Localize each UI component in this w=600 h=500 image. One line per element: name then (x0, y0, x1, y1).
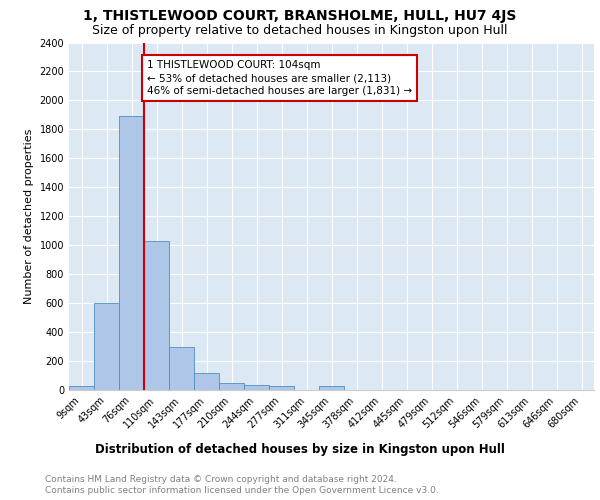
Text: 1, THISTLEWOOD COURT, BRANSHOLME, HULL, HU7 4JS: 1, THISTLEWOOD COURT, BRANSHOLME, HULL, … (83, 9, 517, 23)
Bar (169, 348, 194, 390)
Bar (319, 386, 344, 390)
Text: Contains HM Land Registry data © Crown copyright and database right 2024.: Contains HM Land Registry data © Crown c… (45, 475, 397, 484)
Bar (119, 116, 144, 390)
Y-axis label: Number of detached properties: Number of detached properties (24, 128, 34, 304)
Text: 1 THISTLEWOOD COURT: 104sqm
← 53% of detached houses are smaller (2,113)
46% of : 1 THISTLEWOOD COURT: 104sqm ← 53% of det… (147, 60, 412, 96)
Bar (144, 241, 169, 390)
Bar (219, 383, 244, 390)
Text: Distribution of detached houses by size in Kingston upon Hull: Distribution of detached houses by size … (95, 442, 505, 456)
Bar (69, 386, 94, 390)
Bar (94, 303, 119, 390)
Bar (194, 374, 219, 390)
Text: Contains public sector information licensed under the Open Government Licence v3: Contains public sector information licen… (45, 486, 439, 495)
Text: Size of property relative to detached houses in Kingston upon Hull: Size of property relative to detached ho… (92, 24, 508, 37)
Bar (244, 385, 269, 390)
Bar (269, 386, 294, 390)
